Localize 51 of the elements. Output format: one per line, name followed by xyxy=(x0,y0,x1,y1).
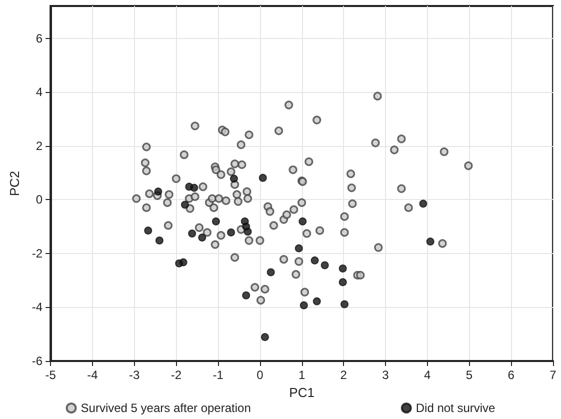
y-tick-label: 4 xyxy=(36,85,43,100)
point xyxy=(227,228,236,236)
point xyxy=(260,333,269,342)
point xyxy=(320,261,329,270)
y-tick-label: 2 xyxy=(36,138,43,153)
y-tick-label: -6 xyxy=(32,354,43,368)
point xyxy=(155,236,164,245)
point xyxy=(300,301,308,310)
point xyxy=(180,200,189,209)
legend-label: Survived 5 years after operation xyxy=(80,401,251,415)
x-tick-label: 6 xyxy=(508,368,515,382)
y-tick-label: 6 xyxy=(36,31,43,46)
point xyxy=(338,278,347,286)
point xyxy=(230,174,238,183)
x-tick-label: 7 xyxy=(550,368,557,382)
point xyxy=(154,188,162,196)
point xyxy=(338,264,347,272)
point xyxy=(190,184,198,192)
x-tick-label: 0 xyxy=(256,368,264,382)
x-tick-label: 1 xyxy=(298,368,306,382)
y-tick-label: -2 xyxy=(32,246,43,260)
x-axis-title: PC1 xyxy=(289,384,314,400)
point xyxy=(258,174,267,182)
point xyxy=(340,300,348,308)
x-tick-label: 5 xyxy=(466,368,473,382)
y-tick-label: -4 xyxy=(32,300,43,314)
point xyxy=(266,268,275,276)
x-tick-label: 2 xyxy=(340,368,348,382)
point xyxy=(212,217,220,226)
point xyxy=(242,291,250,300)
point xyxy=(144,226,152,235)
point xyxy=(426,238,434,246)
point xyxy=(294,244,303,252)
point xyxy=(244,228,252,236)
point xyxy=(310,256,319,264)
y-axis-title: PC2 xyxy=(7,170,22,196)
x-tick-label: -2 xyxy=(170,368,182,382)
point xyxy=(198,234,206,242)
point xyxy=(179,258,188,266)
point xyxy=(188,230,196,238)
y-tick-label: 0 xyxy=(36,192,43,207)
x-tick-label: -5 xyxy=(45,368,56,382)
point xyxy=(312,297,321,306)
x-tick-label: 4 xyxy=(424,368,432,382)
x-tick-label: -1 xyxy=(212,368,224,382)
point xyxy=(419,200,428,208)
x-tick-label: -4 xyxy=(87,368,98,382)
x-tick-label: 3 xyxy=(382,368,390,382)
point xyxy=(298,217,307,226)
x-tick-label: -3 xyxy=(128,368,140,382)
legend-label: Did not survive xyxy=(416,401,496,415)
